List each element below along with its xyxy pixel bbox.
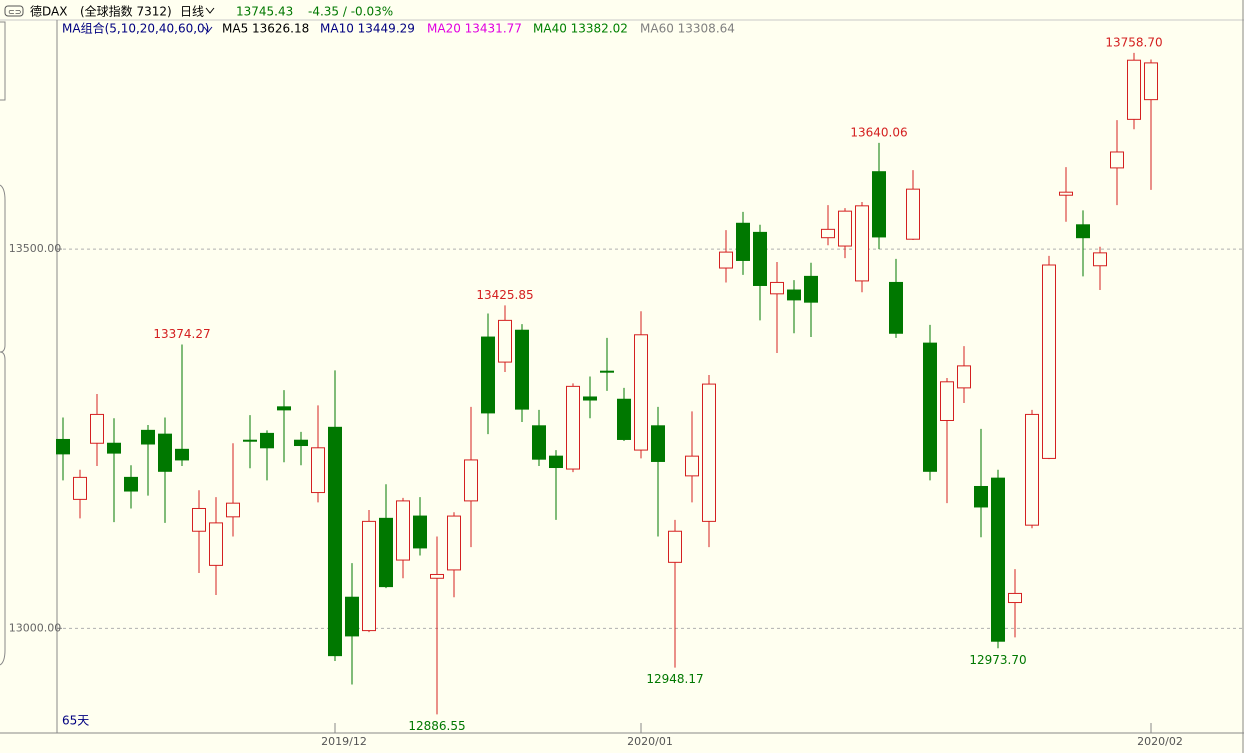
price-change: -4.35 / -0.03% xyxy=(308,5,393,19)
candle-body xyxy=(498,319,512,363)
candle-body xyxy=(787,289,801,301)
candle-body xyxy=(311,447,325,494)
candle-body xyxy=(906,188,920,240)
candle-body xyxy=(804,275,818,303)
candle-body xyxy=(1008,592,1022,604)
candle-body xyxy=(515,329,529,410)
candle-body xyxy=(124,476,138,492)
candle-body xyxy=(821,228,835,239)
high-label: 13640.06 xyxy=(850,125,907,139)
candle-body xyxy=(872,171,886,238)
candle-body xyxy=(294,439,308,447)
candle-body xyxy=(991,477,1005,642)
candle-body xyxy=(362,520,376,632)
candle-body xyxy=(957,365,971,389)
candle-body xyxy=(464,459,478,502)
candle-body xyxy=(770,281,784,295)
candle-body xyxy=(1025,413,1039,526)
candle-body xyxy=(243,439,257,442)
candle-body xyxy=(889,281,903,334)
candle-body xyxy=(855,205,869,282)
high-label: 13758.70 xyxy=(1105,35,1162,49)
y-tick-label: 13000.00 xyxy=(9,621,62,634)
candle-body xyxy=(158,433,172,472)
ma-legend: MA40 13382.02 xyxy=(533,22,628,36)
last-price: 13745.43 xyxy=(236,5,293,19)
candle-body xyxy=(838,210,852,247)
candle-body xyxy=(345,596,359,637)
ma-legend: MA10 13449.29 xyxy=(320,22,415,36)
candle-body xyxy=(209,522,223,566)
candle-body xyxy=(1076,224,1090,239)
ma-legend: MA20 13431.77 xyxy=(427,22,522,36)
candle-body xyxy=(923,342,937,472)
instrument-name: 德DAX xyxy=(30,4,67,19)
candle-body xyxy=(753,231,767,286)
side-panel-tab xyxy=(0,21,6,101)
low-label: 12886.55 xyxy=(408,719,465,733)
candle-body xyxy=(430,573,444,579)
candle-body xyxy=(532,425,546,460)
candle-body xyxy=(685,455,699,477)
header-icon[interactable]: ⊂⊃ xyxy=(8,8,21,17)
candle-body xyxy=(566,385,580,470)
candle-body xyxy=(481,336,495,414)
candle-body xyxy=(974,485,988,508)
candle-body xyxy=(1093,252,1107,267)
x-tick-label: 2020/01 xyxy=(627,735,673,748)
candle-body xyxy=(1110,151,1124,169)
candle-body xyxy=(940,381,954,421)
x-tick-label: 2020/02 xyxy=(1137,735,1183,748)
candle-body xyxy=(413,515,427,549)
high-label: 13425.85 xyxy=(476,288,533,302)
candle-body xyxy=(1059,191,1073,196)
candle-body xyxy=(56,438,70,455)
ma-legend: MA5 13626.18 xyxy=(222,22,309,36)
candle-body xyxy=(668,530,682,563)
candle-body xyxy=(600,370,614,373)
candle-body xyxy=(90,413,104,444)
candle-body xyxy=(396,500,410,561)
candle-body xyxy=(702,383,716,522)
candle-body xyxy=(260,432,274,449)
candle-body xyxy=(1127,59,1141,120)
header-icon-box[interactable] xyxy=(4,5,24,17)
low-label: 12973.70 xyxy=(969,653,1026,667)
candle-body xyxy=(73,476,87,500)
side-panel-shape xyxy=(0,184,6,666)
candle-body xyxy=(634,334,648,451)
ma-dropdown-arrow[interactable] xyxy=(203,26,213,33)
candle-body xyxy=(277,406,291,411)
candle-body xyxy=(583,396,597,401)
high-label: 13374.27 xyxy=(153,327,210,341)
period-label: 65天 xyxy=(62,714,89,728)
candle-body xyxy=(379,517,393,588)
period-selector[interactable]: 日线 xyxy=(180,5,204,19)
period-dropdown-arrow[interactable] xyxy=(205,7,215,14)
candle-body xyxy=(736,222,750,261)
candle-body xyxy=(107,442,121,454)
candle-body xyxy=(1144,62,1158,101)
candle-body xyxy=(141,429,155,445)
candle-body xyxy=(447,515,461,571)
candle-body xyxy=(651,425,665,462)
candle-body xyxy=(1042,264,1056,459)
ma-legend: MA60 13308.64 xyxy=(640,22,735,36)
candle-body xyxy=(192,507,206,532)
candle-body xyxy=(226,502,240,518)
candle-body xyxy=(549,455,563,469)
low-label: 12948.17 xyxy=(646,672,703,686)
candle-body xyxy=(328,426,342,657)
candle-body xyxy=(175,448,189,461)
candle-body xyxy=(617,398,631,440)
instrument-market: (全球指数 7312) xyxy=(80,4,172,19)
candle-body xyxy=(719,251,733,269)
x-tick-label: 2019/12 xyxy=(321,735,367,748)
ma-group[interactable]: MA组合(5,10,20,40,60,0) xyxy=(62,21,209,36)
y-tick-label: 13500.00 xyxy=(9,242,62,255)
